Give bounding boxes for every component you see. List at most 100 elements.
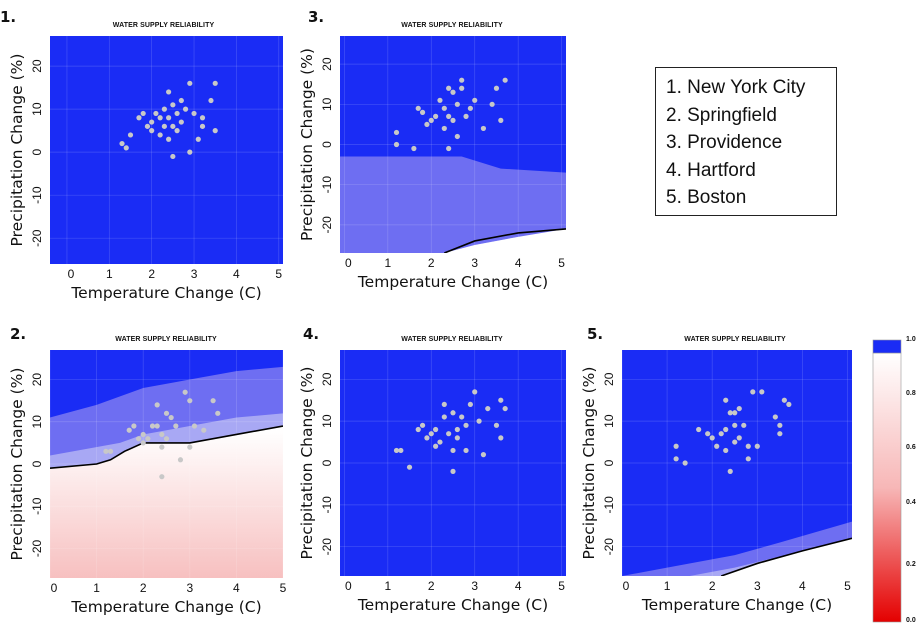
colorbar-tick: 0.6 bbox=[906, 444, 916, 451]
scenario-point bbox=[772, 414, 778, 420]
scenario-point bbox=[446, 145, 452, 152]
panel-title: WATER SUPPLY RELIABILITY bbox=[684, 336, 786, 343]
scenario-point bbox=[210, 398, 216, 404]
scenario-point bbox=[754, 443, 760, 449]
scenario-point bbox=[485, 405, 491, 412]
scenario-point bbox=[178, 97, 184, 104]
x-tick-label: 4 bbox=[799, 579, 806, 593]
scenario-point bbox=[736, 435, 742, 441]
panel-title: WATER SUPPLY RELIABILITY bbox=[401, 336, 503, 343]
y-tick-label: 10 bbox=[602, 414, 616, 428]
scenario-point bbox=[454, 101, 460, 107]
y-tick-label: -20 bbox=[602, 538, 616, 556]
x-tick-label: 5 bbox=[844, 579, 851, 593]
scenario-point bbox=[718, 431, 724, 437]
scenario-point bbox=[459, 414, 465, 420]
scenario-point bbox=[177, 457, 184, 463]
scenario-point bbox=[727, 468, 733, 474]
scenario-point bbox=[433, 443, 439, 449]
reliability-region bbox=[340, 156, 566, 253]
scenario-point bbox=[149, 119, 155, 125]
y-tick-label: 0 bbox=[320, 459, 334, 466]
y-tick-label: 0 bbox=[30, 148, 44, 155]
x-tick-label: 3 bbox=[471, 256, 478, 270]
scenario-point bbox=[406, 464, 413, 470]
scenario-point bbox=[161, 106, 167, 112]
threshold-contour bbox=[50, 425, 283, 470]
scenario-point bbox=[159, 431, 165, 438]
x-tick-label: 2 bbox=[428, 256, 435, 270]
panel-title: WATER SUPPLY RELIABILITY bbox=[401, 22, 503, 29]
scenario-point bbox=[168, 414, 174, 421]
x-axis-label: Temperature Change (C) bbox=[70, 284, 261, 302]
scenario-point bbox=[454, 426, 460, 433]
colorbar-tick: 0.2 bbox=[906, 561, 916, 568]
scenario-point bbox=[476, 418, 482, 424]
scenario-point bbox=[732, 439, 738, 445]
scenario-point bbox=[745, 456, 751, 462]
scenario-point bbox=[393, 141, 400, 148]
y-tick-label: -10 bbox=[320, 496, 334, 514]
scenario-point bbox=[182, 106, 189, 112]
scenario-point bbox=[433, 113, 439, 119]
x-axis-label: Temperature Change (C) bbox=[70, 598, 261, 616]
panel-number: 3. bbox=[308, 8, 325, 26]
y-tick-label: 20 bbox=[320, 372, 334, 386]
x-tick-label: 3 bbox=[754, 579, 761, 593]
scenario-point bbox=[696, 426, 702, 433]
scenario-point bbox=[441, 125, 447, 132]
y-tick-label: -10 bbox=[602, 496, 616, 514]
scenario-point bbox=[415, 105, 421, 111]
scenario-point bbox=[191, 110, 197, 117]
scenario-point bbox=[212, 128, 218, 134]
legend-item: 3. Providence bbox=[666, 132, 783, 153]
scenario-point bbox=[424, 435, 430, 441]
scenario-point bbox=[415, 426, 421, 433]
y-tick-label: 20 bbox=[602, 372, 616, 386]
scenario-point bbox=[144, 123, 151, 129]
scenario-point bbox=[502, 77, 508, 83]
scenario-point bbox=[398, 447, 404, 454]
scenario-point bbox=[498, 117, 504, 123]
scenario-point bbox=[174, 128, 180, 134]
scenario-point bbox=[428, 117, 434, 123]
scenario-point bbox=[732, 410, 738, 416]
y-axis-label: Precipitation Change (%) bbox=[8, 368, 26, 561]
plot-area: 0 1 2 3 4 5 -20 -10 0 10 20 Temperature Change (C) P… bbox=[580, 350, 852, 614]
scenario-point bbox=[463, 113, 469, 119]
scenario-point bbox=[441, 414, 447, 420]
scenario-point bbox=[163, 410, 170, 416]
scenario-point bbox=[723, 426, 729, 433]
y-tick-label: 0 bbox=[30, 460, 44, 467]
panel-number: 4. bbox=[303, 325, 320, 343]
scenario-point bbox=[149, 128, 155, 134]
scenario-point bbox=[170, 102, 176, 108]
threshold-contour bbox=[720, 537, 852, 576]
scenario-point bbox=[433, 426, 439, 433]
x-tick-label: 2 bbox=[140, 581, 147, 595]
scenario-point bbox=[786, 401, 792, 408]
x-tick-label: 5 bbox=[558, 256, 565, 270]
scenario-point bbox=[498, 435, 504, 441]
x-axis-label: Temperature Change (C) bbox=[357, 596, 548, 614]
x-tick-label: 2 bbox=[709, 579, 716, 593]
threshold-contour bbox=[444, 228, 566, 253]
scenario-point bbox=[159, 444, 165, 450]
scenario-point bbox=[480, 452, 487, 458]
scenario-point bbox=[208, 97, 214, 104]
x-tick-label: 0 bbox=[623, 579, 630, 593]
x-tick-label: 0 bbox=[51, 581, 58, 595]
x-tick-label: 5 bbox=[558, 579, 565, 593]
scenario-point bbox=[450, 468, 456, 474]
scenario-point bbox=[187, 444, 193, 450]
x-tick-label: 3 bbox=[191, 267, 198, 281]
scenario-point bbox=[437, 97, 443, 103]
y-axis-label: Precipitation Change (%) bbox=[580, 367, 598, 560]
scenario-point bbox=[450, 410, 456, 416]
x-tick-label: 2 bbox=[148, 267, 155, 281]
scenario-point bbox=[163, 436, 170, 442]
plot-background bbox=[340, 350, 566, 576]
scenario-point bbox=[454, 133, 460, 140]
scenario-point bbox=[498, 397, 504, 403]
scenario-point bbox=[446, 431, 452, 437]
